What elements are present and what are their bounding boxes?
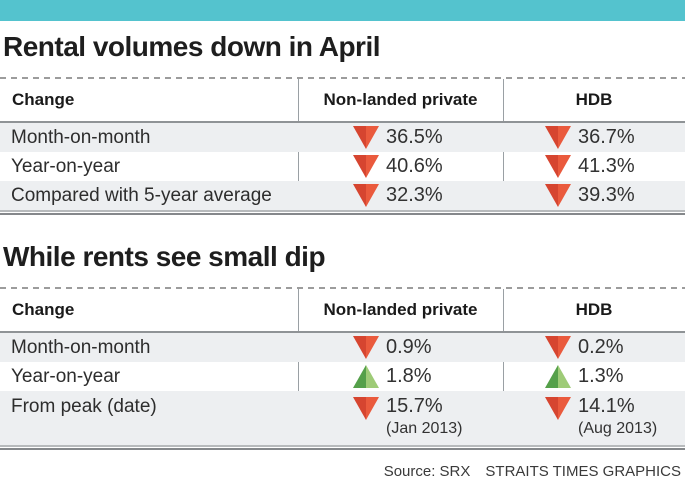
value-cell: 1.3%: [503, 365, 685, 388]
row-label: From peak (date): [11, 396, 157, 417]
value-cell: 41.3%: [503, 155, 685, 178]
table-row: Year-on-year 1.8% 1.3%: [0, 362, 685, 391]
value-text: 15.7%: [386, 395, 443, 417]
value-cell: 36.7%: [503, 126, 685, 149]
table-row: Compared with 5-year average 32.3% 39.3%: [0, 181, 685, 210]
header-private: Non-landed private: [323, 300, 478, 319]
header-hdb: HDB: [575, 300, 613, 319]
table-row: Year-on-year 40.6% 41.3%: [0, 152, 685, 181]
row-label: Year-on-year: [11, 366, 121, 387]
value-text: 36.5%: [386, 126, 443, 148]
down-arrow-icon: [545, 126, 571, 149]
down-arrow-icon: [545, 155, 571, 178]
value-cell: 1.8%: [298, 365, 503, 388]
dashed-divider: [0, 287, 685, 289]
section-2-title: While rents see small dip: [3, 241, 326, 272]
value-text: 1.3%: [578, 365, 624, 387]
credits-line: Source: SRX STRAITS TIMES GRAPHICS: [0, 463, 685, 480]
header-separator: [0, 331, 685, 333]
down-arrow-icon: [545, 184, 571, 207]
table-row: From peak (date) 15.7% (Jan 2013) 14.1% …: [0, 391, 685, 445]
rents-table: Change Non-landed private HDB Month-on-m…: [0, 289, 685, 450]
value-text: 39.3%: [578, 184, 635, 206]
table-row: Month-on-month 36.5% 36.7%: [0, 123, 685, 152]
table-header-row: Change Non-landed private HDB: [0, 289, 685, 331]
row-label: Compared with 5-year average: [11, 185, 272, 206]
table-header-row: Change Non-landed private HDB: [0, 79, 685, 121]
value-cell: 40.6%: [298, 155, 503, 178]
rental-volumes-table: Change Non-landed private HDB Month-on-m…: [0, 79, 685, 215]
value-text: 0.2%: [578, 336, 624, 358]
value-date: (Aug 2013): [578, 420, 658, 437]
header-private: Non-landed private: [323, 90, 478, 109]
row-label: Month-on-month: [11, 127, 151, 148]
header-hdb: HDB: [575, 90, 613, 109]
source-text: Source: SRX: [383, 463, 471, 480]
column-divider: [503, 289, 504, 450]
value-date: (Jan 2013): [386, 420, 463, 437]
down-arrow-icon: [353, 336, 379, 359]
column-divider: [298, 289, 299, 450]
down-arrow-icon: [353, 155, 379, 178]
graphics-credit: STRAITS TIMES GRAPHICS: [485, 463, 681, 480]
value-text: 40.6%: [386, 155, 443, 177]
down-arrow-icon: [353, 126, 379, 149]
table-row: Month-on-month 0.9% 0.2%: [0, 333, 685, 362]
row-label: Year-on-year: [11, 156, 121, 177]
down-arrow-icon: [545, 397, 571, 420]
row-label: Month-on-month: [11, 337, 151, 358]
header-change: Change: [12, 90, 75, 109]
value-cell: 15.7% (Jan 2013): [298, 391, 503, 439]
down-arrow-icon: [353, 397, 379, 420]
header-separator: [0, 121, 685, 123]
header-change: Change: [12, 300, 75, 319]
value-cell: 0.9%: [298, 336, 503, 359]
value-cell: 32.3%: [298, 184, 503, 207]
value-text: 14.1%: [578, 395, 635, 417]
up-arrow-icon: [353, 365, 379, 388]
up-arrow-icon: [545, 365, 571, 388]
value-text: 0.9%: [386, 336, 432, 358]
table-bottom-border: [0, 210, 685, 215]
section-1-title: Rental volumes down in April: [3, 31, 381, 62]
value-text: 41.3%: [578, 155, 635, 177]
down-arrow-icon: [353, 184, 379, 207]
value-cell: 0.2%: [503, 336, 685, 359]
value-text: 32.3%: [386, 184, 443, 206]
value-cell: 14.1% (Aug 2013): [503, 391, 685, 439]
top-accent-bar: [0, 0, 685, 21]
table-bottom-border: [0, 445, 685, 450]
dashed-divider: [0, 77, 685, 79]
value-cell: 36.5%: [298, 126, 503, 149]
down-arrow-icon: [545, 336, 571, 359]
value-text: 36.7%: [578, 126, 635, 148]
value-text: 1.8%: [386, 365, 432, 387]
value-cell: 39.3%: [503, 184, 685, 207]
